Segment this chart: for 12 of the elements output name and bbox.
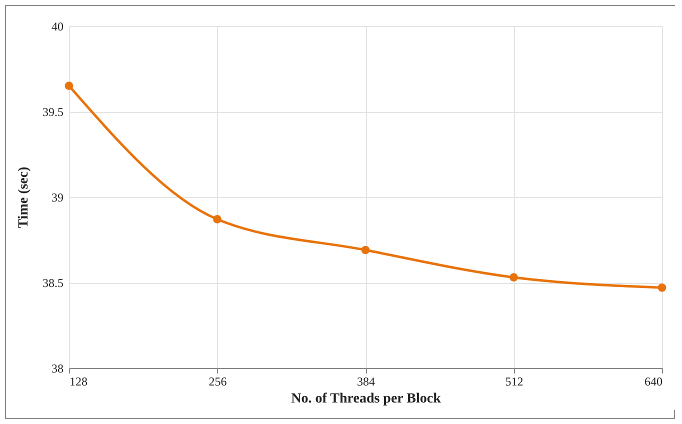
x-tick-label: 128 — [70, 374, 88, 388]
x-tick-label: 256 — [208, 374, 227, 388]
y-tick-label: 39 — [52, 190, 64, 204]
x-axis-title: No. of Threads per Block — [291, 392, 442, 406]
y-tick-label: 38.5 — [42, 276, 64, 290]
y-tick-label: 39.5 — [42, 105, 64, 119]
x-tick-label: 512 — [505, 374, 524, 388]
y-axis-title: Time (sec) — [16, 166, 32, 228]
y-tick-label: 38 — [52, 362, 64, 376]
y-tick-label: 40 — [52, 20, 64, 34]
x-tick-label: 384 — [357, 374, 375, 388]
x-tick-label: 640 — [644, 374, 662, 388]
